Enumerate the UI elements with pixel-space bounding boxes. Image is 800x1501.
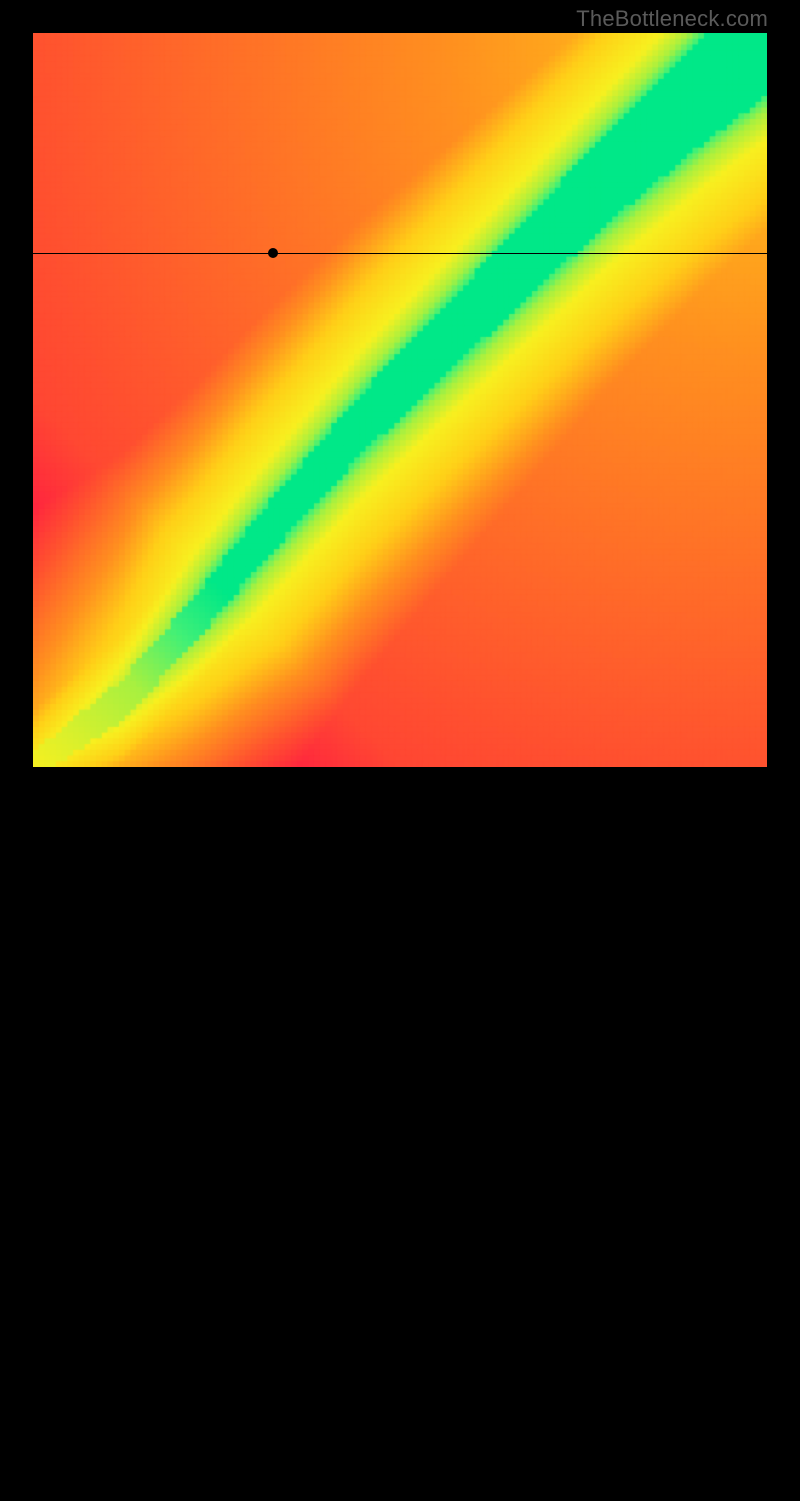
plot-area: [33, 33, 767, 767]
watermark-text: TheBottleneck.com: [576, 6, 768, 32]
crosshair-vertical: [273, 767, 274, 1501]
outer-frame: TheBottleneck.com: [0, 0, 800, 800]
heatmap-canvas: [33, 33, 767, 767]
data-marker: [268, 248, 278, 258]
crosshair-horizontal: [33, 253, 767, 254]
